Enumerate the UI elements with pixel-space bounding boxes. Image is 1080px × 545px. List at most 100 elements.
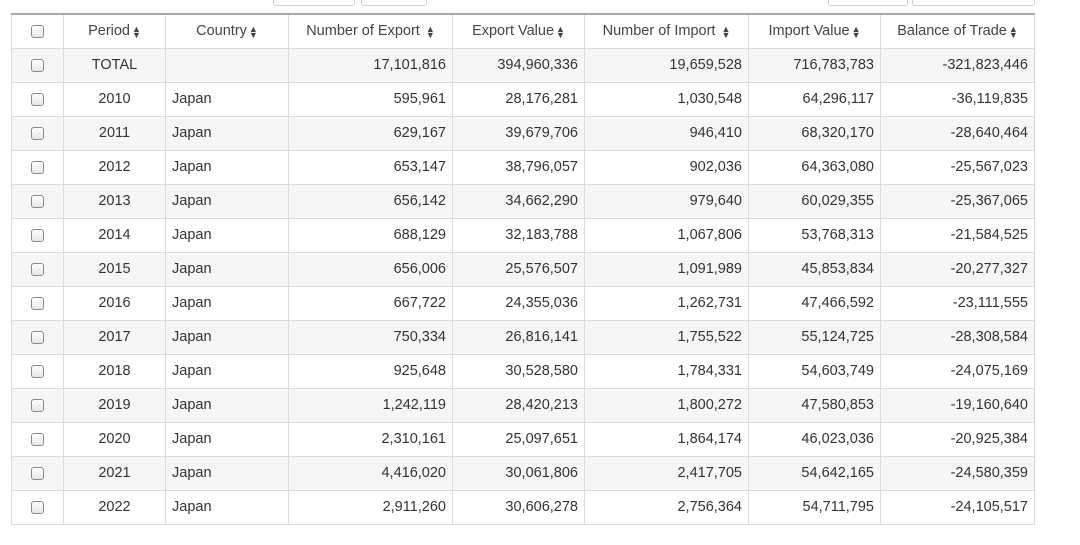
- cell-export-value: 26,816,141: [452, 319, 585, 355]
- table-row[interactable]: 2021 Japan 4,416,020 30,061,806 2,417,705 54,…: [11, 455, 1035, 491]
- table-row[interactable]: 2022 Japan 2,911,260 30,606,278 2,756,364 54,…: [11, 489, 1035, 525]
- cell-balance: -19,160,640: [880, 387, 1035, 423]
- column-header-num-export[interactable]: Number of Export ▲ ▼: [288, 13, 453, 49]
- cell-balance: -21,584,525: [880, 217, 1035, 253]
- sort-up-down-icon[interactable]: ▲ ▼: [556, 24, 565, 41]
- cell-num-export: 629,167: [288, 115, 453, 151]
- column-header-label: Number of Export: [306, 23, 424, 40]
- cell-num-import: 1,067,806: [584, 217, 749, 253]
- cell-num-export: 1,242,119: [288, 387, 453, 423]
- search-input[interactable]: [912, 0, 1035, 6]
- row-checkbox[interactable]: [31, 92, 44, 106]
- row-checkbox[interactable]: [31, 126, 44, 140]
- row-checkbox[interactable]: [31, 262, 44, 276]
- sort-up-down-icon[interactable]: ▲ ▼: [425, 24, 435, 41]
- cell-export-value: 24,355,036: [452, 285, 585, 321]
- column-header-label: Country: [196, 23, 247, 40]
- select-all-checkbox[interactable]: [31, 24, 44, 38]
- cell-country: Japan: [165, 81, 289, 117]
- cell-period: 2012: [63, 149, 166, 185]
- row-checkbox[interactable]: [31, 296, 44, 310]
- cell-balance: -20,925,384: [880, 421, 1035, 457]
- row-checkbox[interactable]: [31, 160, 44, 174]
- cell-balance: -23,111,555: [880, 285, 1035, 321]
- table-row[interactable]: 2015 Japan 656,006 25,576,507 1,091,989 45,85…: [11, 251, 1035, 287]
- cell-num-import: 2,417,705: [584, 455, 749, 491]
- column-header-label: Import Value: [768, 23, 850, 40]
- cell-country: Japan: [165, 489, 289, 525]
- table-row[interactable]: 2017 Japan 750,334 26,816,141 1,755,522 55,12…: [11, 319, 1035, 355]
- cell-num-export: 2,911,260: [288, 489, 453, 525]
- table-row[interactable]: 2018 Japan 925,648 30,528,580 1,784,331 54,60…: [11, 353, 1035, 389]
- column-header-period[interactable]: Period ▲ ▼: [63, 13, 166, 49]
- cell-num-export: 656,142: [288, 183, 453, 219]
- row-checkbox[interactable]: [31, 194, 44, 208]
- table-row[interactable]: 2011 Japan 629,167 39,679,706 946,410 68,320,…: [11, 115, 1035, 151]
- row-checkbox[interactable]: [31, 364, 44, 378]
- cell-period: 2011: [63, 115, 166, 151]
- table-row[interactable]: 2012 Japan 653,147 38,796,057 902,036 64,363,…: [11, 149, 1035, 185]
- cell-country: Japan: [165, 285, 289, 321]
- cell-country: Japan: [165, 183, 289, 219]
- cell-period: 2022: [63, 489, 166, 525]
- cell-country: Japan: [165, 455, 289, 491]
- table-row[interactable]: TOTAL 17,101,816 394,960,336 19,659,528 716,…: [11, 47, 1035, 83]
- column-header-country[interactable]: Country ▲ ▼: [165, 13, 289, 49]
- cell-num-import: 19,659,528: [584, 47, 749, 83]
- column-header-label: Number of Import: [602, 23, 720, 40]
- cell-export-value: 28,420,213: [452, 387, 585, 423]
- cell-country: Japan: [165, 115, 289, 151]
- cell-num-export: 925,648: [288, 353, 453, 389]
- column-header-num-import[interactable]: Number of Import ▲ ▼: [584, 13, 749, 49]
- row-checkbox[interactable]: [31, 228, 44, 242]
- sort-up-down-icon[interactable]: ▲ ▼: [721, 24, 731, 41]
- cell-country: Japan: [165, 319, 289, 355]
- table-row[interactable]: 2020 Japan 2,310,161 25,097,651 1,864,174 46,…: [11, 421, 1035, 457]
- cell-period: 2019: [63, 387, 166, 423]
- cell-period: 2014: [63, 217, 166, 253]
- cell-country: Japan: [165, 387, 289, 423]
- cell-num-import: 979,640: [584, 183, 749, 219]
- cell-import-value: 68,320,170: [748, 115, 881, 151]
- row-checkbox[interactable]: [31, 500, 44, 514]
- sort-up-down-icon[interactable]: ▲ ▼: [248, 24, 258, 41]
- cell-num-export: 750,334: [288, 319, 453, 355]
- cell-balance: -28,640,464: [880, 115, 1035, 151]
- cell-country: Japan: [165, 353, 289, 389]
- cell-country: Japan: [165, 251, 289, 287]
- row-checkbox[interactable]: [31, 58, 44, 72]
- cell-balance: -28,308,584: [880, 319, 1035, 355]
- row-select-cell: [11, 489, 64, 525]
- table-row[interactable]: 2019 Japan 1,242,119 28,420,213 1,800,272 47,…: [11, 387, 1035, 423]
- row-select-cell: [11, 285, 64, 321]
- cell-import-value: 716,783,783: [748, 47, 881, 83]
- row-select-cell: [11, 183, 64, 219]
- row-checkbox[interactable]: [31, 432, 44, 446]
- column-header-balance[interactable]: Balance of Trade ▲ ▼: [880, 13, 1035, 49]
- search-button[interactable]: [828, 0, 908, 6]
- row-checkbox[interactable]: [31, 330, 44, 344]
- cell-import-value: 45,853,834: [748, 251, 881, 287]
- table-row[interactable]: 2013 Japan 656,142 34,662,290 979,640 60,029,…: [11, 183, 1035, 219]
- table-row[interactable]: 2014 Japan 688,129 32,183,788 1,067,806 53,76…: [11, 217, 1035, 253]
- toolbar-button[interactable]: [361, 0, 427, 6]
- sort-up-down-icon[interactable]: ▲ ▼: [1008, 24, 1018, 41]
- cell-period: 2013: [63, 183, 166, 219]
- sort-up-down-icon[interactable]: ▲ ▼: [851, 24, 861, 41]
- page-size-select[interactable]: [273, 0, 355, 6]
- row-select-cell: [11, 387, 64, 423]
- column-header-label: Export Value: [472, 23, 555, 40]
- sort-up-down-icon[interactable]: ▲ ▼: [132, 24, 141, 41]
- cell-num-export: 667,722: [288, 285, 453, 321]
- column-header-export-value[interactable]: Export Value ▲ ▼: [452, 13, 585, 49]
- table-row[interactable]: 2016 Japan 667,722 24,355,036 1,262,731 47,46…: [11, 285, 1035, 321]
- row-checkbox[interactable]: [31, 466, 44, 480]
- cell-export-value: 25,576,507: [452, 251, 585, 287]
- cell-import-value: 47,466,592: [748, 285, 881, 321]
- cell-balance: -25,367,065: [880, 183, 1035, 219]
- table-row[interactable]: 2010 Japan 595,961 28,176,281 1,030,548 64,29…: [11, 81, 1035, 117]
- cell-import-value: 47,580,853: [748, 387, 881, 423]
- row-checkbox[interactable]: [31, 398, 44, 412]
- cell-import-value: 54,642,165: [748, 455, 881, 491]
- column-header-import-value[interactable]: Import Value ▲ ▼: [748, 13, 881, 49]
